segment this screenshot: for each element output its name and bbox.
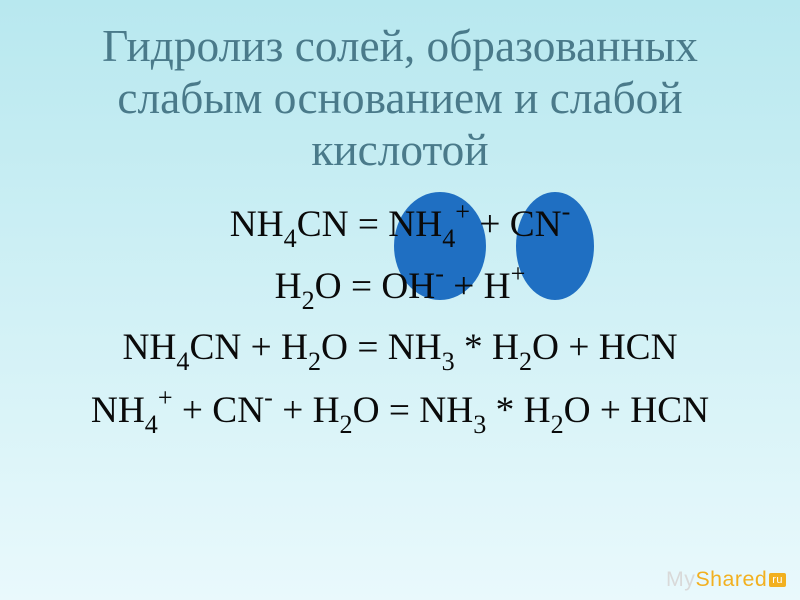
watermark: MySharedru (666, 567, 786, 592)
title-line-3: кислотой (40, 124, 760, 176)
equation-line-3: NH4CN + H2O = NH3 * H2O + HCN (40, 319, 760, 380)
equation-text-4: NH4+ + CN- + H2O = NH3 * H2O + HCN (91, 390, 709, 431)
title-line-2: слабым основанием и слабой (40, 72, 760, 124)
title-line-1: Гидролиз солей, образованных (40, 20, 760, 72)
equation-text-2: H2O = OH- + H+ (275, 266, 526, 307)
equation-text-3: NH4CN + H2O = NH3 * H2O + HCN (122, 327, 677, 368)
equation-line-4: NH4+ + CN- + H2O = NH3 * H2O + HCN (40, 380, 760, 442)
equation-line-2: H2O = OH- + H+ (40, 257, 760, 319)
slide-container: Гидролиз солей, образованных слабым осно… (0, 0, 800, 600)
watermark-shared: Shared (695, 567, 767, 591)
watermark-my: My (666, 567, 695, 591)
equation-line-1: NH4CN = NH4+ + CN- (40, 194, 760, 256)
equations-block: NH4CN = NH4+ + CN- H2O = OH- + H+ NH4CN … (40, 194, 760, 442)
slide-title: Гидролиз солей, образованных слабым осно… (40, 20, 760, 176)
equation-text-1: NH4CN = NH4+ + CN- (230, 204, 571, 245)
watermark-ru-badge: ru (769, 573, 786, 587)
